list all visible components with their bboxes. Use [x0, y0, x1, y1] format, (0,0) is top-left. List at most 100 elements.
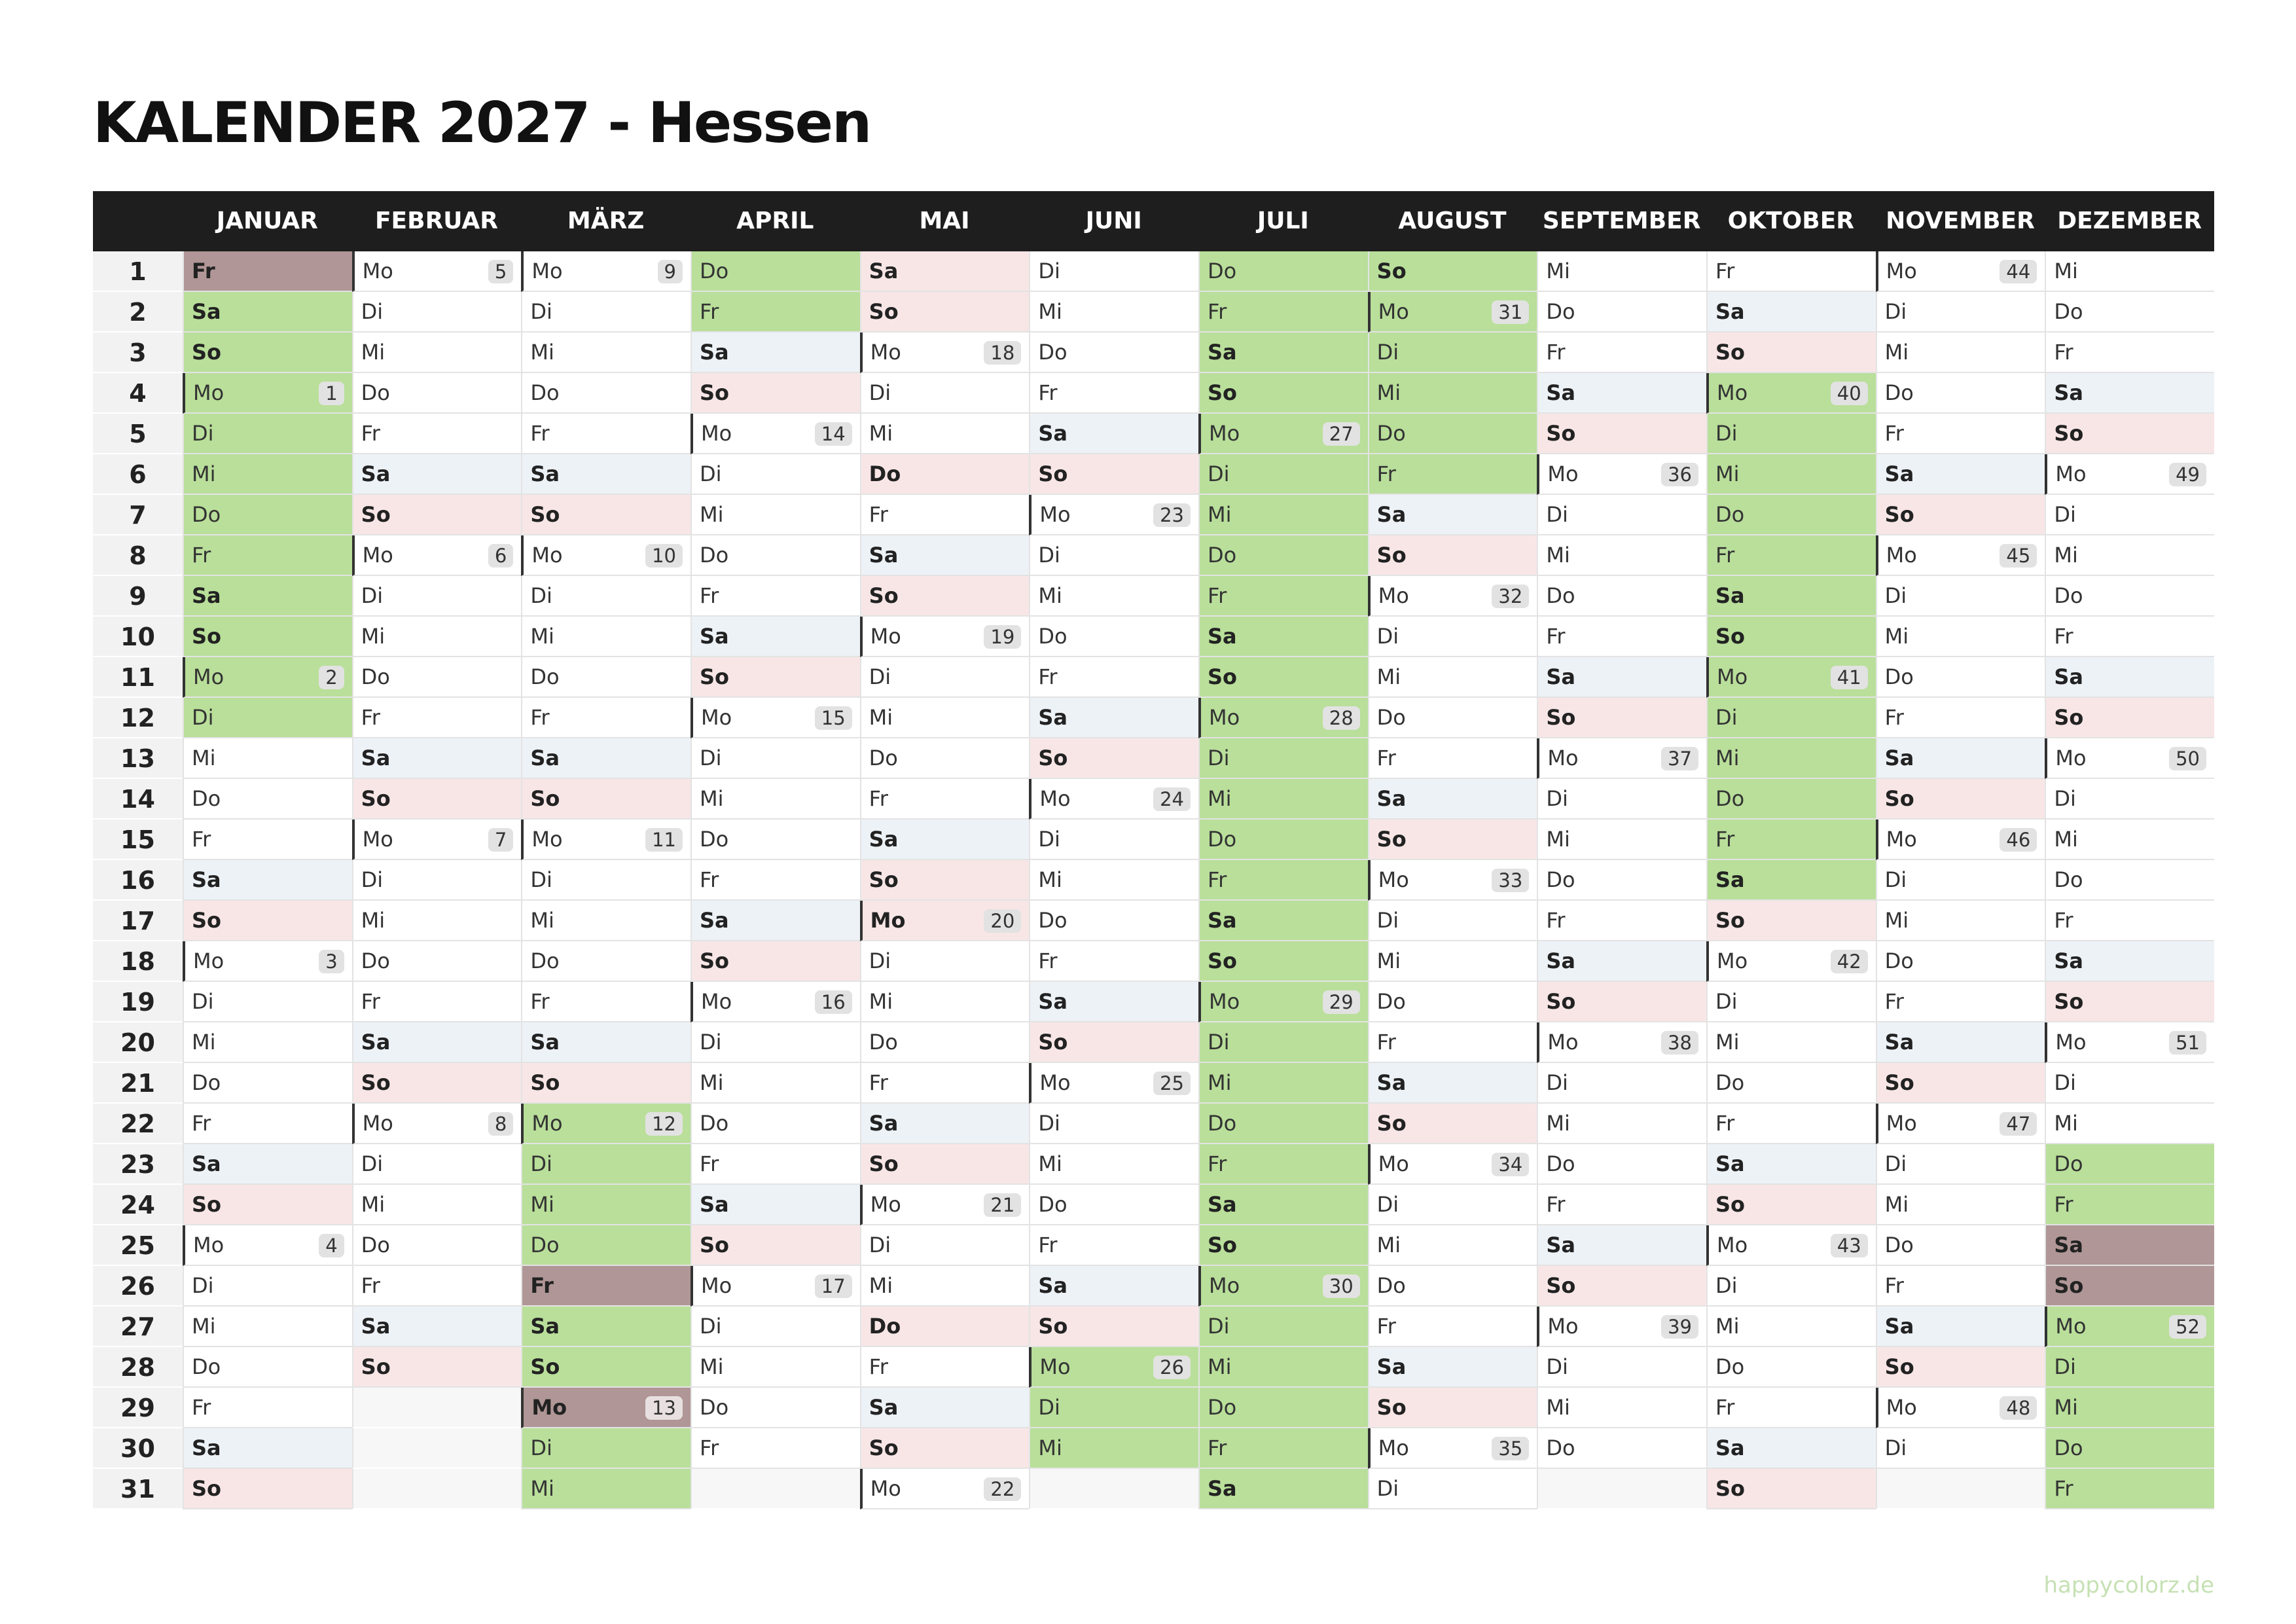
day-cell: Sa [183, 860, 352, 901]
weekday: Sa [1376, 502, 1407, 527]
day-cell: Sa [521, 738, 691, 779]
day-cell: Di [351, 1144, 522, 1185]
weekday: Fr [1038, 380, 1058, 405]
weekday: Fr [869, 1354, 888, 1379]
weekday: Fr [1884, 1273, 1904, 1298]
day-cell: Di [2045, 1347, 2214, 1388]
weekday: Sa [361, 1030, 391, 1055]
weekday: Do [530, 1233, 560, 1257]
day-cell: Di [521, 1144, 691, 1185]
weekday: Do [1546, 1151, 1575, 1176]
weekday: Sa [361, 461, 391, 486]
weekday: Do [1884, 1233, 1914, 1257]
weekday: Di [1208, 746, 1230, 770]
weekday: Mo [1717, 380, 1748, 405]
day-cell: Di [1875, 1428, 2045, 1469]
day-cell: Mo 31 [1367, 292, 1537, 333]
day-cell: Mi [1875, 333, 2045, 373]
day-cell: Do [1537, 576, 1706, 617]
weekday: Mo [870, 908, 906, 933]
day-cell: Mo 15 [691, 698, 860, 738]
day-cell: Fr [521, 414, 691, 454]
day-cell: Mi [2045, 1388, 2214, 1428]
day-number: 5 [93, 414, 183, 454]
day-cell: Fr [2045, 333, 2214, 373]
day-cell: Di [1875, 576, 2045, 617]
weekday: Do [1376, 421, 1406, 446]
weekday: Sa [1715, 1435, 1745, 1460]
day-cell: Fr [521, 698, 691, 738]
day-cell: Di [859, 941, 1030, 982]
day-cell: Mo 26 [1029, 1347, 1198, 1388]
day-cell: Do [183, 1347, 352, 1388]
day-cell: Mi [521, 1185, 691, 1225]
day-cell: Do [859, 454, 1030, 495]
day-cell: Mi [1706, 1022, 1876, 1063]
weekday: Sa [1376, 786, 1407, 811]
day-cell: Sa [859, 1388, 1030, 1428]
week-number: 33 [1492, 869, 1530, 892]
weekday: Di [1038, 827, 1060, 852]
day-cell: So [183, 901, 352, 941]
weekday: Do [1038, 624, 1067, 649]
day-cell: Mo 29 [1198, 982, 1368, 1022]
weekday: Sa [1546, 948, 1575, 973]
weekday: Do [1884, 664, 1914, 689]
weekday: Mi [1376, 948, 1401, 973]
weekday: Do [192, 502, 221, 527]
day-cell: So [1198, 657, 1368, 698]
weekday: Sa [869, 543, 899, 568]
weekday: Do [1038, 340, 1067, 365]
day-cell: Di [1029, 251, 1198, 292]
weekday: So [1546, 1273, 1576, 1298]
day-cell: So [859, 292, 1030, 333]
day-number: 30 [93, 1428, 183, 1469]
weekday: Di [1376, 1192, 1399, 1217]
weekday: Di [1038, 259, 1060, 283]
day-cell: Mi [1198, 1347, 1368, 1388]
day-cell: Sa [859, 1104, 1030, 1144]
day-cell: Mi [1875, 901, 2045, 941]
month-name: JUNI [1029, 191, 1198, 251]
day-cell: Mi [2045, 1104, 2214, 1144]
day-cell: So [1706, 617, 1876, 657]
weekday: Do [1376, 989, 1406, 1014]
day-cell: Mo 10 [521, 535, 691, 576]
weekday: Di [1546, 502, 1568, 527]
weekday: Di [1208, 461, 1230, 486]
weekday: Mo [1886, 1395, 1917, 1420]
weekday: Mo [1886, 1111, 1917, 1136]
weekday: Mi [2054, 543, 2078, 568]
weekday: Mo [193, 1233, 224, 1257]
day-cell: Mo 6 [351, 535, 522, 576]
weekday: Do [869, 461, 901, 486]
weekday: Fr [2054, 1192, 2073, 1217]
weekday: Sa [1208, 908, 1237, 933]
day-cell: So [1367, 251, 1537, 292]
day-cell: Fr [1367, 454, 1537, 495]
day-cell: So [859, 860, 1030, 901]
weekday: Mo [362, 543, 393, 568]
weekday: Mi [1715, 461, 1740, 486]
day-cell: Mo 9 [521, 251, 691, 292]
weekday: Mo [1547, 1314, 1579, 1339]
weekday: Do [2054, 1151, 2083, 1176]
weekday: Do [530, 664, 560, 689]
day-cell: Sa [1706, 1428, 1876, 1469]
week-number: 12 [645, 1112, 683, 1136]
weekday: Mo [701, 705, 732, 730]
day-cell: Sa [1537, 657, 1706, 698]
day-cell: Do [183, 1063, 352, 1104]
day-cell: Fr [1537, 617, 1706, 657]
weekday: Di [1715, 989, 1738, 1014]
week-number: 13 [645, 1396, 683, 1420]
weekday: Do [700, 827, 729, 852]
day-cell: Di [1029, 535, 1198, 576]
day-cell: Di [1367, 1469, 1537, 1509]
day-cell: So [1706, 333, 1876, 373]
day-cell: So [1198, 1225, 1368, 1266]
day-cell: So [183, 1185, 352, 1225]
weekday: Mi [1884, 340, 1909, 365]
day-cell: So [521, 779, 691, 820]
weekday: Do [1208, 259, 1237, 283]
